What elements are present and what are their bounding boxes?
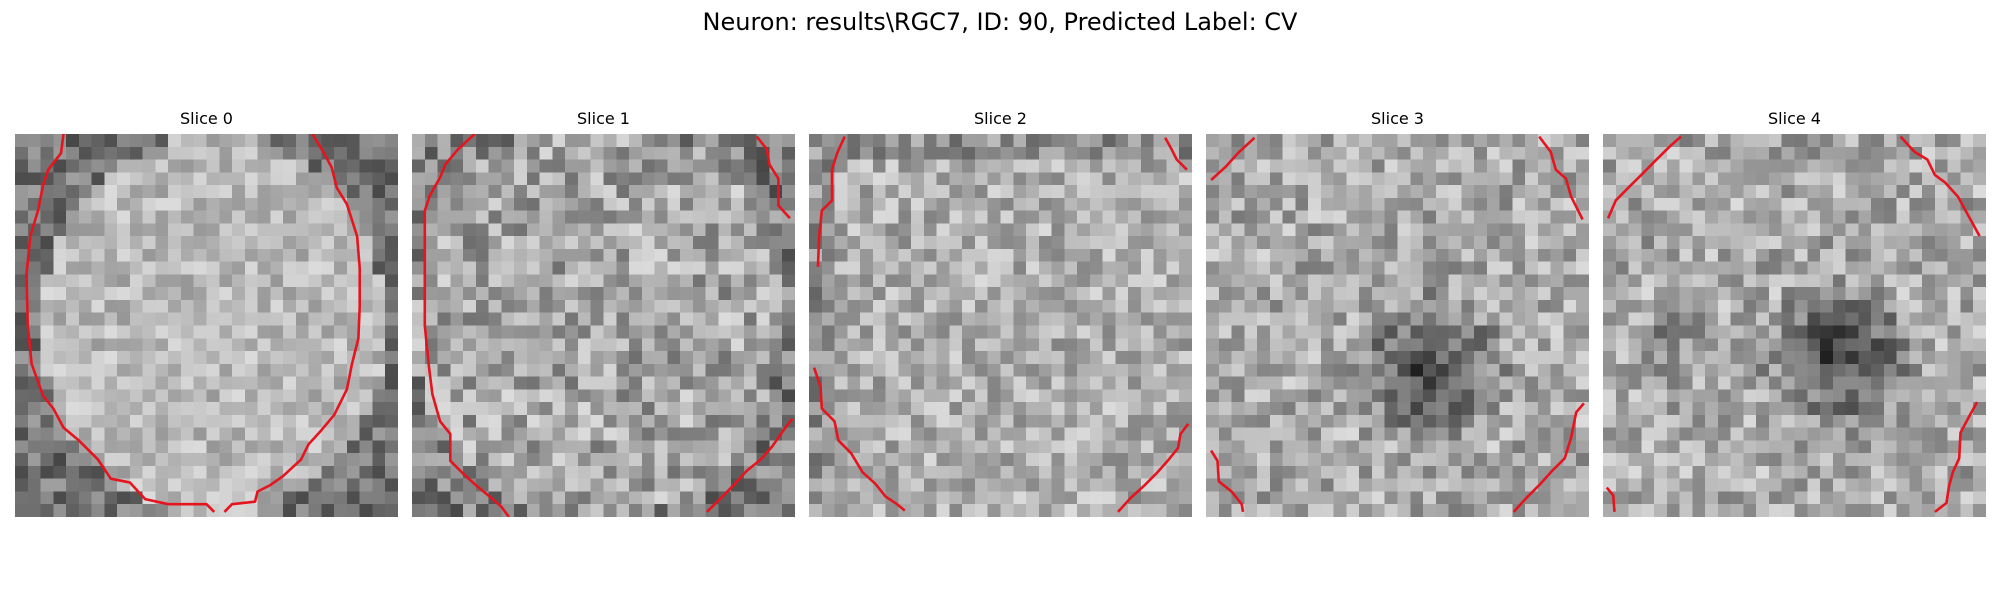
slice-title: Slice 4: [1768, 109, 1821, 128]
slice-image: [1206, 134, 1589, 517]
slice-panel-1: Slice 1: [412, 108, 795, 522]
slice-image: [1603, 134, 1986, 517]
contour-line-0: [1210, 136, 1256, 181]
slice-panel-2: Slice 2: [809, 108, 1192, 522]
slice-panel-3: Slice 3: [1206, 108, 1589, 522]
contour-line-0: [1606, 135, 1682, 219]
slice-image: [809, 134, 1192, 517]
figure-title: Neuron: results\RGC7, ID: 90, Predicted …: [702, 8, 1298, 36]
contour-line-0: [816, 136, 846, 267]
contour-line-1: [1899, 135, 1981, 237]
contour-line-1: [755, 135, 791, 220]
slice-image: [15, 134, 398, 517]
slice-image: [412, 134, 795, 517]
contour-line-2: [1605, 486, 1616, 513]
contour-line-0: [423, 134, 511, 517]
contour-line-3: [1512, 402, 1585, 513]
contour-line-1: [812, 367, 906, 512]
contour-line-1: [1538, 135, 1584, 221]
slice-panel-0: Slice 0: [15, 108, 398, 522]
slice-title: Slice 1: [577, 109, 630, 128]
contour-line-3: [1117, 423, 1190, 513]
contour-line-2: [705, 417, 794, 513]
slice-title: Slice 3: [1371, 109, 1424, 128]
slice-title: Slice 0: [180, 109, 233, 128]
contour-line-1: [223, 134, 362, 513]
contour-line-0: [25, 134, 216, 513]
slice-panel-4: Slice 4: [1603, 108, 1986, 522]
contour-line-3: [1934, 401, 1979, 513]
contour-line-2: [1209, 449, 1245, 513]
slice-title: Slice 2: [974, 109, 1027, 128]
contour-line-2: [1164, 137, 1188, 171]
